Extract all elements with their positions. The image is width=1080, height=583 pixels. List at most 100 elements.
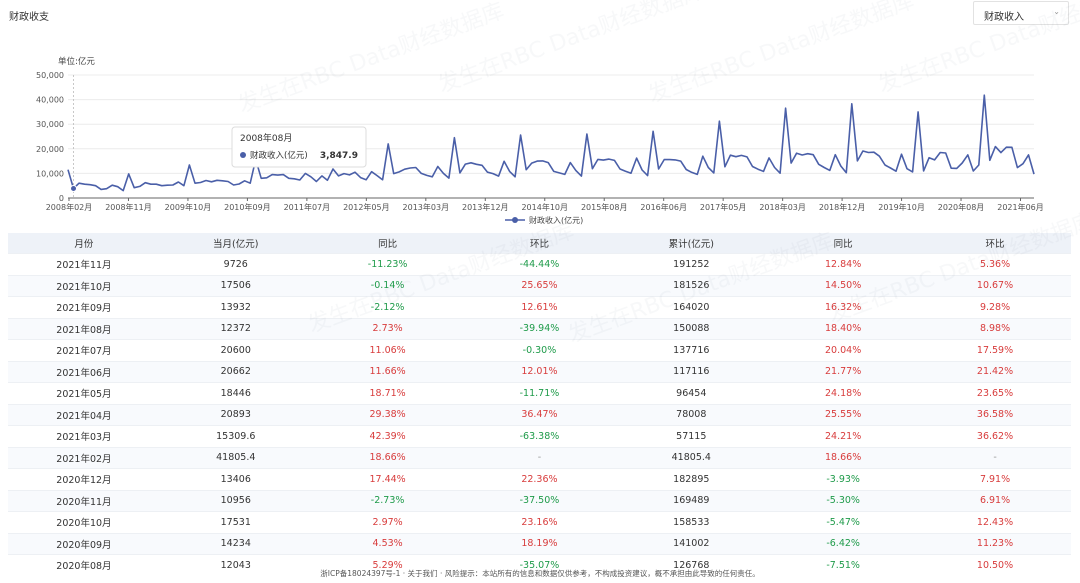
table-cell: -35.07% [463, 554, 616, 576]
table-row: 2020年10月 17531 2.97% 23.16% 158533 -5.47% 12.4… [8, 511, 1071, 533]
table-cell: 6.91% [919, 489, 1071, 512]
table-cell: 5.36% [919, 253, 1071, 275]
table-cell: 169489 [615, 489, 768, 512]
table-cell: 41805.4 [615, 446, 768, 469]
table-cell: 17.44% [311, 468, 464, 490]
table-cell: 10956 [159, 489, 312, 512]
table-cell: -0.14% [311, 274, 464, 297]
legend-marker[interactable] [512, 217, 518, 223]
table-cell: 17.59% [919, 339, 1071, 361]
table-cell: 21.42% [919, 360, 1071, 383]
table-cell: 8.98% [919, 317, 1071, 340]
x-tick-label: 2012年05月 [343, 202, 390, 212]
table-cell: 2021年03月 [8, 425, 160, 447]
table-cell: 150088 [615, 317, 768, 340]
table-cell: 25.65% [463, 274, 616, 297]
table-cell: 18.19% [463, 532, 616, 555]
table-cell: 12.84% [767, 253, 920, 275]
table-row: 2021年10月 17506 -0.14% 25.65% 181526 14.50% 10.… [8, 274, 1071, 297]
table-cell: - [919, 446, 1071, 469]
table-row: 2021年06月 20662 11.66% 12.01% 117116 21.77% 21.… [8, 360, 1071, 383]
indicator-select-value: 财政收入 [984, 12, 1024, 23]
table-cell: 24.18% [767, 382, 920, 404]
table-cell: 137716 [615, 339, 768, 361]
table-header-row: 月份 当月(亿元) 同比 环比 累计(亿元) 同比 环比 [8, 233, 1071, 254]
table-cell: 9.28% [919, 296, 1071, 318]
table-cell: 36.62% [919, 425, 1071, 447]
table-cell: 18.66% [311, 446, 464, 469]
table-cell: -39.94% [463, 317, 616, 340]
column-header-6: 环比 [919, 233, 1071, 254]
table-row: 2021年05月 18446 18.71% -11.71% 96454 24.18% 23.… [8, 382, 1071, 404]
table-cell: 23.16% [463, 511, 616, 533]
table-cell: 12.43% [919, 511, 1071, 533]
table-cell: 57115 [615, 425, 768, 447]
table-cell: -37.50% [463, 489, 616, 512]
table-cell: -2.73% [311, 489, 464, 512]
table-row: 2021年03月 15309.6 42.39% -63.38% 57115 24.21% 3… [8, 425, 1071, 447]
table-cell: 20662 [159, 360, 312, 383]
table-cell: 2021年09月 [8, 296, 160, 318]
table-cell: 2020年09月 [8, 532, 160, 555]
x-tick-label: 2010年09月 [224, 202, 271, 212]
x-tick-label: 2008年02月 [46, 202, 93, 212]
table-cell: 4.53% [311, 532, 464, 555]
x-tick-label: 2013年03月 [403, 202, 450, 212]
x-tick-label: 2019年10月 [878, 202, 925, 212]
x-tick-label: 2020年08月 [938, 202, 985, 212]
table-cell: 13932 [159, 296, 312, 318]
table-cell: 14234 [159, 532, 312, 555]
x-tick-label: 2009年10月 [165, 202, 212, 212]
table-cell: -6.42% [767, 532, 920, 555]
x-tick-label: 2017年05月 [700, 202, 747, 212]
y-tick-label: 30,000 [36, 120, 64, 129]
indicator-select[interactable]: 财政收入 ⌄ [973, 1, 1069, 25]
x-tick-label: 2014年10月 [521, 202, 568, 212]
table-cell: 20893 [159, 403, 312, 426]
x-tick-label: 2008年11月 [105, 202, 152, 212]
table-cell: 2021年10月 [8, 274, 160, 297]
table-cell: -5.30% [767, 489, 920, 512]
table-cell: 10.67% [919, 274, 1071, 297]
table-cell: 12372 [159, 317, 312, 340]
y-tick-label: 0 [59, 194, 64, 203]
table-cell: 164020 [615, 296, 768, 318]
table-row: 2021年11月 9726 -11.23% -44.44% 191252 12.84% 5.… [8, 253, 1071, 275]
table-cell: 11.66% [311, 360, 464, 383]
table-cell: 41805.4 [159, 446, 312, 469]
table-cell: 16.32% [767, 296, 920, 318]
table-cell: 15309.6 [159, 425, 312, 447]
table-cell: 17531 [159, 511, 312, 533]
footer-text: 浙ICP备18024397号-1 · 关于我们 · 风险提示：本站所有的信息和数… [320, 569, 760, 578]
y-tick-label: 50,000 [36, 71, 64, 80]
table-cell: 12.01% [463, 360, 616, 383]
table-cell: - [463, 446, 616, 469]
table-cell: -5.47% [767, 511, 920, 533]
table-cell: 42.39% [311, 425, 464, 447]
page-title: 财政收支 [9, 12, 49, 23]
x-tick-label: 2018年12月 [819, 202, 866, 212]
table-cell: -63.38% [463, 425, 616, 447]
series-line [67, 94, 1035, 192]
column-header-3: 环比 [463, 233, 616, 254]
data-point [70, 185, 78, 193]
tooltip-box [231, 126, 367, 168]
tooltip-value: 3,847.9 [320, 151, 358, 161]
table-cell: 78008 [615, 403, 768, 426]
table-cell: 191252 [615, 253, 768, 275]
table-row: 2021年04月 20893 29.38% 36.47% 78008 25.55% 36.5… [8, 403, 1071, 426]
y-tick-label: 10,000 [36, 169, 64, 178]
table-cell: 18.66% [767, 446, 920, 469]
revenue-table: 月份 当月(亿元) 同比 环比 累计(亿元) 同比 环比 2021年11月 9726 -11.2… [8, 233, 1071, 576]
legend-label[interactable]: 财政收入(亿元) [529, 215, 583, 225]
table-cell: 2020年10月 [8, 511, 160, 533]
column-header-2: 同比 [311, 233, 464, 254]
table-cell: -44.44% [463, 253, 616, 275]
table-cell: 20600 [159, 339, 312, 361]
table-cell: 181526 [615, 274, 768, 297]
column-header-4: 累计(亿元) [615, 233, 768, 254]
table-cell: -11.23% [311, 253, 464, 275]
revenue-line-chart[interactable]: 单位:亿元 0 10,000 20,000 30,000 40,000 50,000 2008… [0, 48, 1080, 228]
table-cell: 7.91% [919, 468, 1071, 490]
